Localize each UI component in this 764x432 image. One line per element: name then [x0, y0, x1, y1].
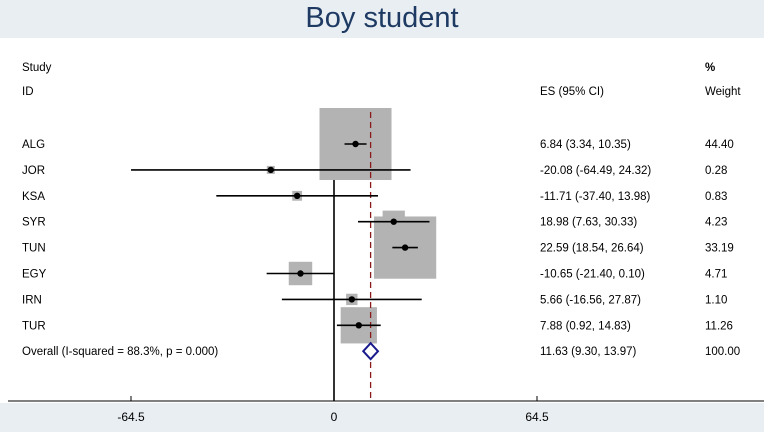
weight-jor: 0.28: [705, 165, 727, 177]
study-id-alg: ALG: [22, 139, 45, 151]
weight-syr: 4.23: [705, 217, 727, 229]
es-ci-tun: 22.59 (18.54, 26.64): [540, 243, 644, 255]
study-id-syr: SYR: [22, 217, 46, 229]
axis-band: [0, 403, 764, 432]
es-ci-egy: -10.65 (-21.40, 0.10): [540, 269, 645, 281]
point-estimate-irn: [348, 296, 356, 303]
study-id-tur: TUR: [22, 320, 46, 332]
overall-weight: 100.00: [705, 346, 740, 358]
es-ci-alg: 6.84 (3.34, 10.35): [540, 139, 631, 151]
overall-es-ci: 11.63 (9.30, 13.97): [540, 346, 636, 358]
header-weight: Weight: [705, 86, 741, 98]
point-estimate-syr: [390, 218, 397, 225]
x-tick-label-0: -64.5: [117, 410, 145, 424]
point-estimate-alg: [352, 140, 359, 148]
point-estimate-ksa: [293, 192, 301, 199]
header-id: ID: [22, 86, 34, 98]
overall-label: Overall (I-squared = 88.3%, p = 0.000): [22, 346, 218, 358]
es-ci-ksa: -11.71 (-37.40, 13.98): [540, 191, 651, 203]
weight-alg: 44.40: [705, 139, 734, 151]
study-id-jor: JOR: [22, 165, 45, 177]
weight-irn: 1.10: [705, 294, 727, 306]
overall-diamond: [361, 341, 380, 361]
forest-plot: Study ID ES (95% CI) % Weight ALG 6.84 (3…: [8, 62, 764, 402]
study-id-ksa: KSA: [22, 191, 45, 203]
weight-tur: 11.26: [705, 320, 733, 332]
weight-ksa: 0.83: [705, 191, 727, 203]
es-ci-jor: -20.08 (-64.49, 24.32): [540, 165, 651, 177]
header-es: ES (95% CI): [540, 86, 604, 98]
es-ci-irn: 5.66 (-16.56, 27.87): [540, 294, 641, 306]
es-ci-tur: 7.88 (0.92, 14.83): [540, 320, 631, 332]
point-estimate-tun: [401, 244, 409, 251]
point-estimate-egy: [297, 270, 304, 277]
weight-egy: 4.71: [705, 269, 727, 281]
study-id-egy: EGY: [22, 269, 47, 281]
x-tick-label-2: 64.5: [525, 410, 549, 424]
study-id-irn: IRN: [22, 294, 42, 306]
point-estimate-tur: [355, 322, 363, 329]
study-id-tun: TUN: [22, 243, 46, 255]
point-estimate-jor: [267, 166, 275, 174]
title-band: [0, 0, 764, 38]
es-ci-syr: 18.98 (7.63, 30.33): [540, 217, 637, 229]
chart-title: Boy student: [305, 2, 459, 34]
weight-tun: 33.19: [705, 243, 734, 255]
header-weight-pct: %: [705, 62, 715, 74]
header-study: Study: [22, 62, 52, 74]
x-tick-label-1: 0: [330, 410, 338, 424]
